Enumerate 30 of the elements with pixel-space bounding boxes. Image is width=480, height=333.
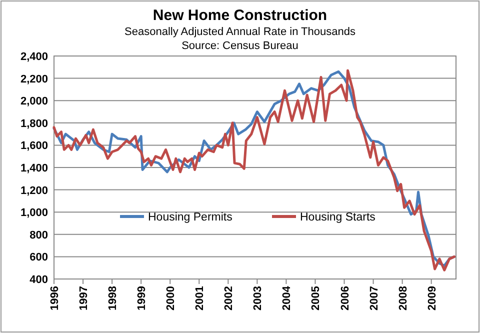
x-tick-label: 1999 — [136, 286, 148, 310]
x-tick-label: 2004 — [281, 285, 294, 310]
x-tick-label: 2002 — [223, 286, 236, 310]
x-tick-label: 2005 — [310, 286, 322, 310]
x-tick-label: 1997 — [78, 286, 90, 310]
x-tick-label: 2009 — [426, 286, 438, 310]
y-tick-label: 2,400 — [20, 51, 48, 63]
legend-label: Housing Starts — [300, 212, 376, 224]
source-note: Source: Census Bureau — [182, 40, 298, 52]
y-tick-label: 600 — [30, 252, 48, 264]
x-tick-label: 1998 — [107, 286, 120, 310]
x-tick-label: 2006 — [339, 286, 352, 310]
x-tick-label: 2001 — [194, 286, 206, 310]
x-tick-label: 1996 — [49, 286, 61, 310]
legend-label: Housing Permits — [148, 212, 233, 224]
y-tick-label: 400 — [30, 274, 48, 286]
y-tick-label: 1,400 — [20, 162, 48, 174]
y-tick-label: 800 — [30, 229, 48, 242]
y-tick-label: 1,600 — [20, 140, 48, 152]
y-tick-label: 1,200 — [20, 184, 48, 197]
chart-subtitle: Seasonally Adjusted Annual Rate in Thousands — [124, 26, 356, 38]
x-tick-label: 2007 — [368, 286, 380, 310]
x-tick-label: 2003 — [252, 286, 264, 310]
y-tick-label: 1,800 — [20, 118, 48, 130]
y-tick-label: 1,000 — [20, 207, 48, 220]
x-tick-label: 2000 — [165, 286, 178, 310]
y-tick-label: 2,000 — [20, 96, 48, 108]
y-tick-label: 2,200 — [20, 73, 48, 86]
x-tick-label: 2008 — [397, 286, 410, 310]
chart-title: New Home Construction — [152, 7, 328, 24]
